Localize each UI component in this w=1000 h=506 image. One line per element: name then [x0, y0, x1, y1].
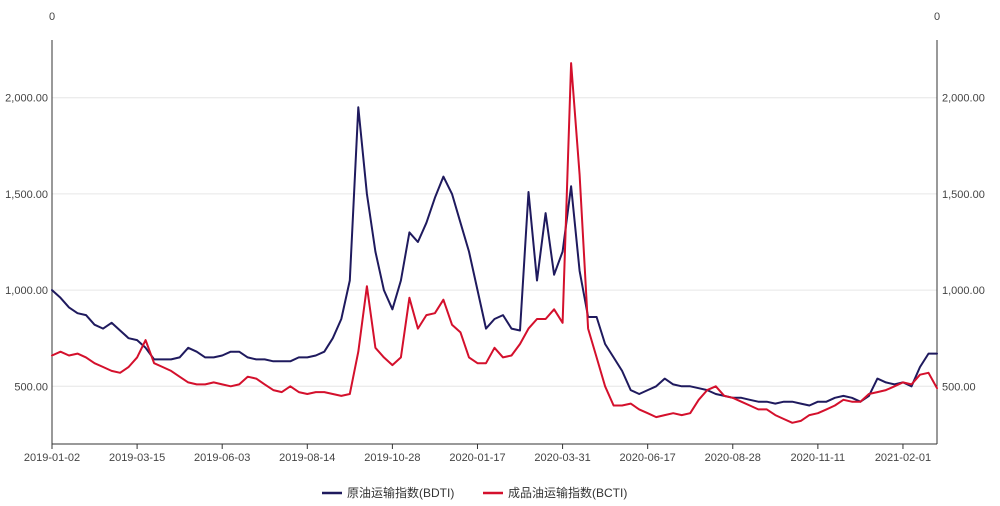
series-line-bdti[interactable]	[51, 106, 938, 407]
x-tick-label: 2020-06-17	[620, 452, 676, 464]
x-tick-label: 2020-03-31	[534, 452, 590, 464]
y-tick-label-right: 1,500.00	[942, 189, 985, 201]
x-tick-label: 2020-08-28	[705, 452, 761, 464]
x-tick-label: 2019-10-28	[364, 452, 420, 464]
x-tick-labels: 2019-01-02 2019-03-15 2019-06-03 2019-08-14…	[24, 444, 931, 464]
x-tick-label: 2020-01-17	[449, 452, 505, 464]
legend-label-bdti: 原油运输指数(BDTI)	[347, 485, 454, 500]
right-axis-top-label: 0	[934, 11, 940, 23]
y-tick-label-left: 1,000.00	[5, 285, 48, 297]
left-axis-top-label: 0	[49, 11, 55, 23]
legend-item-bdti[interactable]: 原油运输指数(BDTI)	[322, 485, 454, 500]
y-tick-label-left: 1,500.00	[5, 189, 48, 201]
axes: 0 0	[49, 11, 940, 445]
series-lines	[51, 62, 938, 424]
x-tick-label: 2019-01-02	[24, 452, 80, 464]
legend-label-bcti: 成品油运输指数(BCTI)	[508, 485, 627, 500]
legend-item-bcti[interactable]: 成品油运输指数(BCTI)	[483, 485, 627, 500]
y-tick-label-left: 2,000.00	[5, 93, 48, 105]
x-tick-label: 2021-02-01	[875, 452, 931, 464]
y-tick-label-left: 500.00	[14, 381, 48, 393]
grid-lines	[52, 97, 937, 387]
x-tick-label: 2019-08-14	[279, 452, 335, 464]
y-tick-label-right: 1,000.00	[942, 285, 985, 297]
x-tick-label: 2019-03-15	[109, 452, 165, 464]
x-tick-label: 2019-06-03	[194, 452, 250, 464]
y-tick-labels: 500.00 500.00 1,000.00 1,000.00 1,500.00 1,50…	[5, 93, 985, 394]
y-tick-label-right: 2,000.00	[942, 93, 985, 105]
legend[interactable]: 原油运输指数(BDTI) 成品油运输指数(BCTI)	[322, 485, 627, 500]
y-tick-label-right: 500.00	[942, 381, 976, 393]
series-line-bcti[interactable]	[51, 62, 938, 424]
x-tick-label: 2020-11-11	[791, 452, 846, 464]
